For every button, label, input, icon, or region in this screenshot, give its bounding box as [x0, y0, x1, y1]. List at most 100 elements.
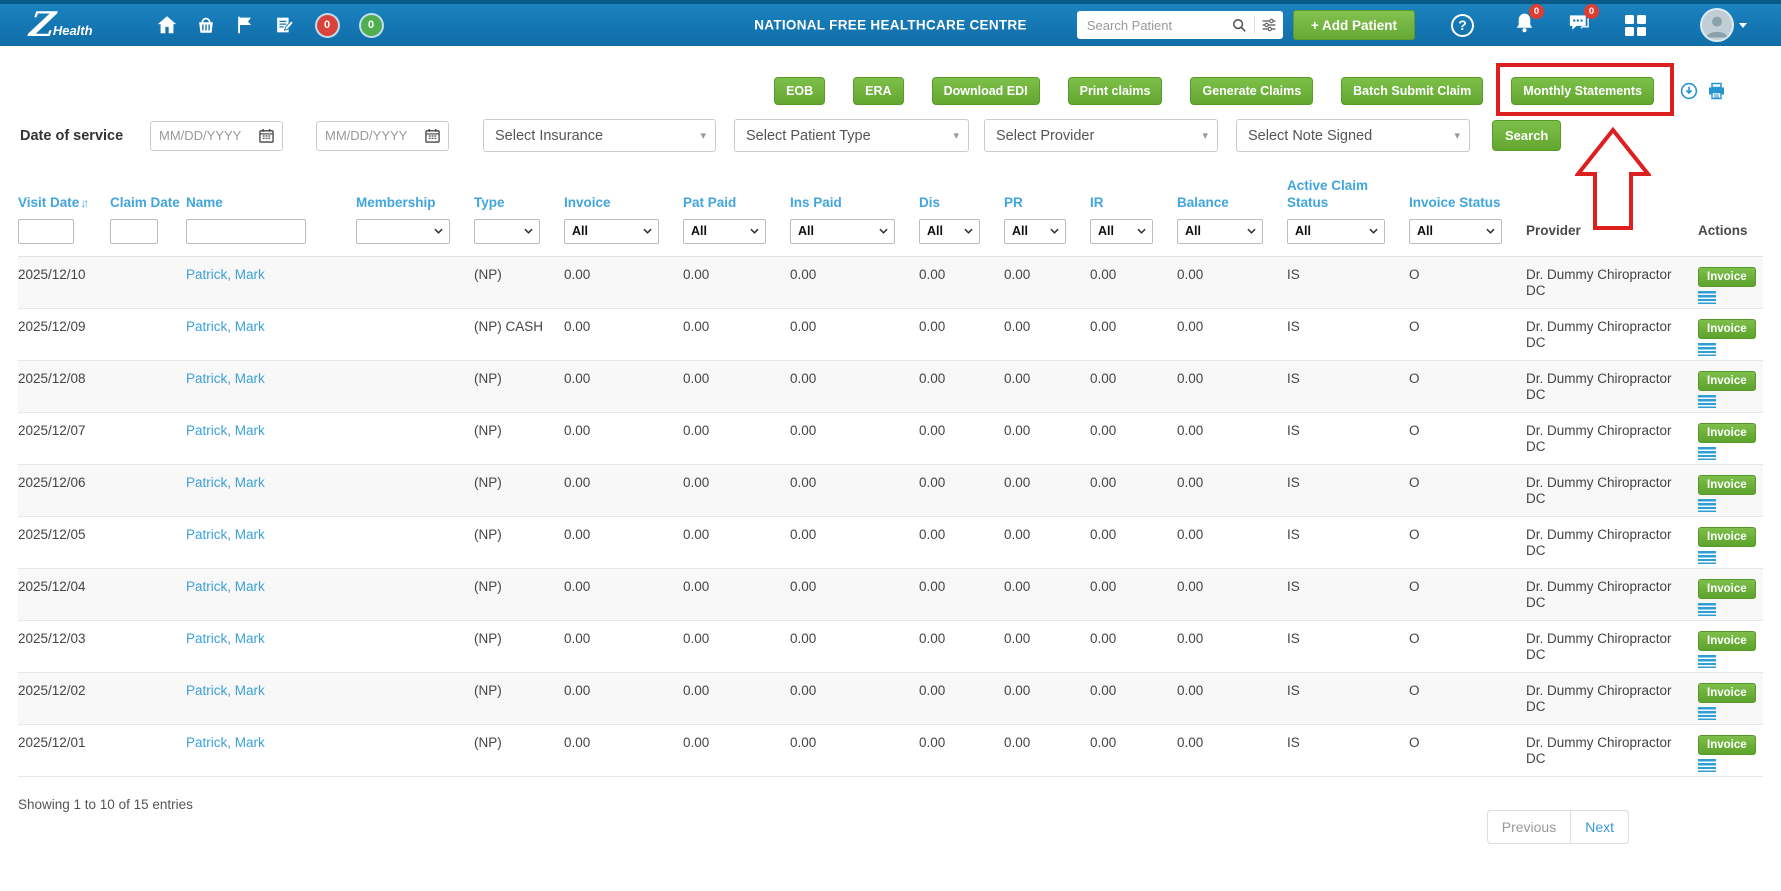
home-icon[interactable] — [155, 13, 179, 37]
invoice-button[interactable]: Invoice — [1698, 267, 1756, 287]
patient-name-link[interactable]: Patrick, Mark — [186, 631, 265, 646]
patient-name-link[interactable]: Patrick, Mark — [186, 683, 265, 698]
invoice-button[interactable]: Invoice — [1698, 735, 1756, 755]
pat-paid-cell: 0.00 — [683, 724, 790, 776]
invoice-list-icon[interactable] — [1698, 343, 1716, 356]
pr-filter[interactable]: All — [1004, 219, 1066, 244]
type-filter[interactable] — [474, 219, 540, 244]
search-button[interactable]: Search — [1492, 120, 1561, 151]
column-header-visit-date[interactable]: Visit Date — [18, 195, 79, 210]
notes-icon[interactable] — [272, 13, 296, 37]
invoice-status-cell: O — [1409, 308, 1526, 360]
name-filter[interactable] — [186, 219, 306, 244]
apps-grid-icon[interactable] — [1625, 15, 1646, 36]
dis-cell: 0.00 — [919, 724, 1004, 776]
patient-name-link[interactable]: Patrick, Mark — [186, 527, 265, 542]
invoice-button[interactable]: Invoice — [1698, 683, 1756, 703]
era-button[interactable]: ERA — [853, 77, 903, 105]
invoice-list-icon[interactable] — [1698, 759, 1716, 772]
membership-filter[interactable] — [356, 219, 450, 244]
previous-page-button[interactable]: Previous — [1488, 811, 1571, 843]
balance-cell: 0.00 — [1177, 672, 1287, 724]
membership-cell — [356, 516, 474, 568]
claim-date-cell — [110, 672, 186, 724]
sort-icon[interactable]: ↓↑ — [80, 196, 86, 210]
patient-name-link[interactable]: Patrick, Mark — [186, 371, 265, 386]
search-filters-icon[interactable] — [1255, 11, 1283, 39]
dis-cell: 0.00 — [919, 620, 1004, 672]
visit-date-filter[interactable] — [18, 219, 74, 244]
invoice-button[interactable]: Invoice — [1698, 371, 1756, 391]
invoice-button[interactable]: Invoice — [1698, 423, 1756, 443]
patient-name-link[interactable]: Patrick, Mark — [186, 267, 265, 282]
search-icon[interactable] — [1226, 11, 1254, 39]
download-edi-button[interactable]: Download EDI — [932, 77, 1040, 105]
dis-filter[interactable]: All — [919, 219, 980, 244]
help-icon[interactable]: ? — [1451, 14, 1474, 37]
next-page-button[interactable]: Next — [1571, 811, 1628, 843]
date-to-field[interactable] — [319, 128, 425, 143]
download-icon[interactable] — [1680, 82, 1698, 100]
invoice-button[interactable]: Invoice — [1698, 631, 1756, 651]
ins-paid-filter[interactable]: All — [790, 219, 895, 244]
cart-icon[interactable] — [194, 13, 218, 37]
insurance-select[interactable]: Select Insurance▾ — [483, 119, 716, 152]
invoice-list-icon[interactable] — [1698, 447, 1716, 460]
monthly-statements-button[interactable]: Monthly Statements — [1511, 77, 1654, 105]
patient-name-link[interactable]: Patrick, Mark — [186, 319, 265, 334]
date-from-field[interactable] — [153, 128, 259, 143]
app-logo[interactable]: Z Health — [30, 11, 93, 40]
patient-name-link[interactable]: Patrick, Mark — [186, 579, 265, 594]
user-menu[interactable] — [1702, 10, 1747, 40]
date-from-input[interactable] — [150, 121, 283, 151]
patient-name-link[interactable]: Patrick, Mark — [186, 735, 265, 750]
invoice-button[interactable]: Invoice — [1698, 579, 1756, 599]
tasks-count-badge[interactable]: 0 — [361, 15, 382, 36]
invoice-button[interactable]: Invoice — [1698, 475, 1756, 495]
provider-cell: Dr. Dummy Chiropractor DC — [1526, 412, 1698, 464]
messages-chat-icon[interactable]: 0 — [1567, 11, 1591, 39]
invoice-list-icon[interactable] — [1698, 655, 1716, 668]
invoice-list-icon[interactable] — [1698, 707, 1716, 720]
add-patient-button[interactable]: + Add Patient — [1293, 10, 1415, 40]
invoice-button[interactable]: Invoice — [1698, 527, 1756, 547]
type-cell: (NP) — [474, 724, 564, 776]
invoice-status-filter[interactable]: All — [1409, 219, 1502, 244]
ir-filter[interactable]: All — [1090, 219, 1153, 244]
alerts-count-badge[interactable]: 0 — [317, 15, 338, 36]
print-icon[interactable] — [1707, 82, 1726, 100]
search-input[interactable] — [1077, 18, 1226, 33]
batch-submit-claim-button[interactable]: Batch Submit Claim — [1341, 77, 1483, 105]
flag-icon[interactable] — [233, 13, 257, 37]
date-to-input[interactable] — [316, 121, 449, 151]
invoice-list-icon[interactable] — [1698, 291, 1716, 304]
name-cell: Patrick, Mark — [186, 568, 356, 620]
invoice-button[interactable]: Invoice — [1698, 319, 1756, 339]
invoice-list-icon[interactable] — [1698, 603, 1716, 616]
print-claims-button[interactable]: Print claims — [1068, 77, 1163, 105]
invoice-filter[interactable]: All — [564, 219, 659, 244]
invoice-list-icon[interactable] — [1698, 395, 1716, 408]
claim-date-cell — [110, 256, 186, 308]
generate-claims-button[interactable]: Generate Claims — [1190, 77, 1313, 105]
provider-cell: Dr. Dummy Chiropractor DC — [1526, 568, 1698, 620]
pr-cell: 0.00 — [1004, 360, 1090, 412]
patient-type-select[interactable]: Select Patient Type▾ — [734, 119, 969, 152]
actions-cell: Invoice — [1698, 568, 1763, 620]
balance-filter[interactable]: All — [1177, 219, 1263, 244]
invoice-cell: 0.00 — [564, 672, 683, 724]
invoice-list-icon[interactable] — [1698, 499, 1716, 512]
dis-cell: 0.00 — [919, 516, 1004, 568]
visit-date-cell: 2025/12/08 — [18, 360, 110, 412]
eob-button[interactable]: EOB — [774, 77, 825, 105]
active-claim-status-filter[interactable]: All — [1287, 219, 1385, 244]
claim-date-filter[interactable] — [110, 219, 158, 244]
patient-name-link[interactable]: Patrick, Mark — [186, 475, 265, 490]
provider-select[interactable]: Select Provider▾ — [984, 119, 1218, 152]
patient-name-link[interactable]: Patrick, Mark — [186, 423, 265, 438]
notifications-bell-icon[interactable]: 0 — [1513, 11, 1536, 39]
note-signed-select[interactable]: Select Note Signed▾ — [1236, 119, 1470, 152]
pat-paid-filter[interactable]: All — [683, 219, 766, 244]
invoice-list-icon[interactable] — [1698, 551, 1716, 564]
claim-date-cell — [110, 620, 186, 672]
